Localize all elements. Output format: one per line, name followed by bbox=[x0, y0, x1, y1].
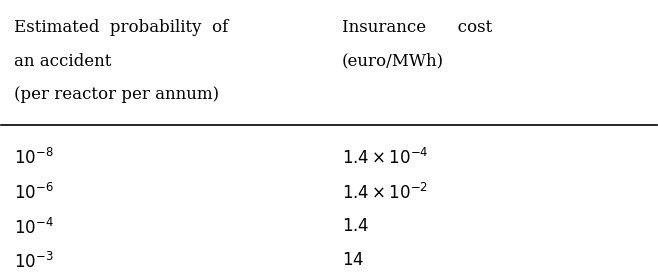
Text: Estimated  probability  of: Estimated probability of bbox=[14, 20, 229, 36]
Text: Insurance      cost: Insurance cost bbox=[342, 20, 492, 36]
Text: $1.4$: $1.4$ bbox=[342, 218, 370, 235]
Text: $10^{-8}$: $10^{-8}$ bbox=[14, 148, 54, 168]
Text: $10^{-3}$: $10^{-3}$ bbox=[14, 252, 54, 273]
Text: $10^{-4}$: $10^{-4}$ bbox=[14, 218, 54, 238]
Text: (euro/MWh): (euro/MWh) bbox=[342, 53, 444, 70]
Text: $14$: $14$ bbox=[342, 252, 365, 270]
Text: $1.4 \times 10^{-2}$: $1.4 \times 10^{-2}$ bbox=[342, 183, 428, 203]
Text: $10^{-6}$: $10^{-6}$ bbox=[14, 183, 54, 203]
Text: an accident: an accident bbox=[14, 53, 112, 70]
Text: $1.4 \times 10^{-4}$: $1.4 \times 10^{-4}$ bbox=[342, 148, 429, 168]
Text: (per reactor per annum): (per reactor per annum) bbox=[14, 86, 220, 103]
